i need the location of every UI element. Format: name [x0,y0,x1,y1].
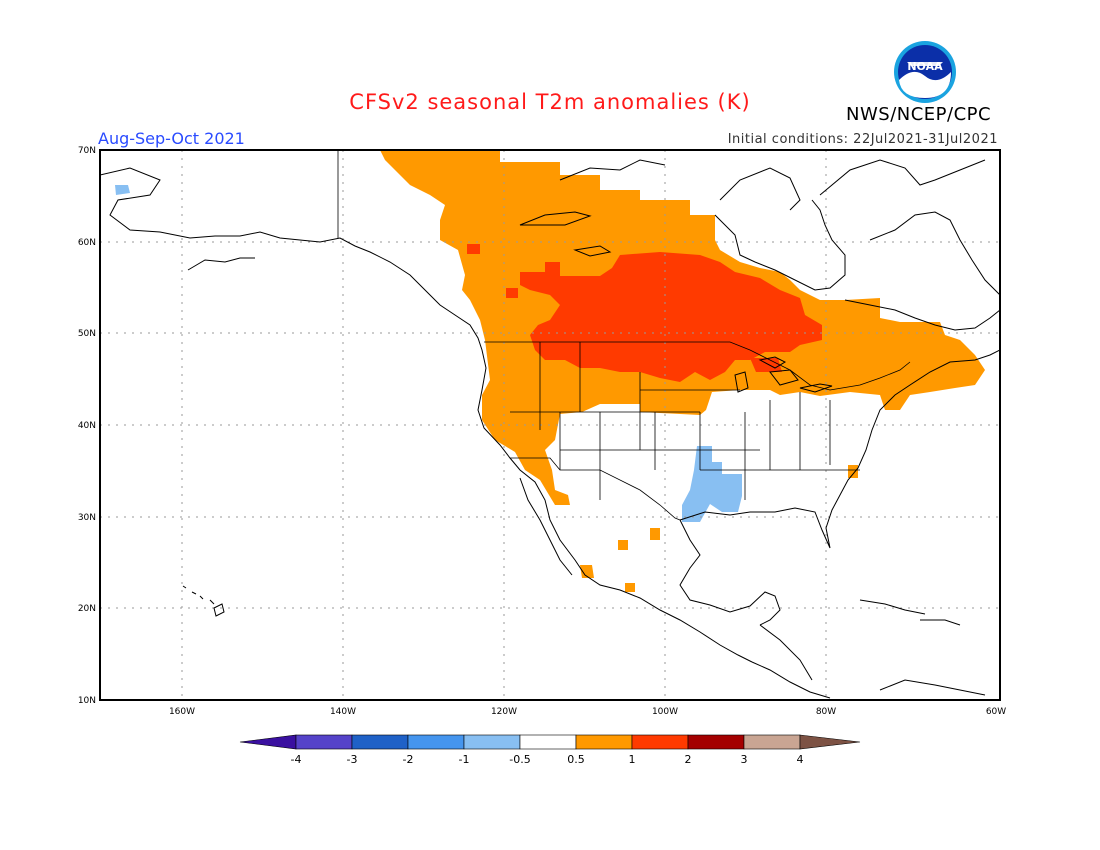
colorbar-tick: -1 [459,753,470,766]
lon-ticks: 160W 140W 120W 100W 80W 60W [169,707,1006,717]
colorbar-tick: 0.5 [567,753,585,766]
lon-tick: 100W [652,707,678,717]
colorbar-bin [463,734,521,750]
colorbar: -4 -3 -2 -1 -0.5 0.5 1 2 3 4 [239,734,861,766]
lat-ticks: 70N 60N 50N 40N 30N 20N 10N [78,146,96,706]
lon-tick: 140W [330,707,356,717]
plot-frame [99,149,1001,701]
chart-title: CFSv2 seasonal T2m anomalies (K) [349,90,751,114]
colorbar-max-arrow [799,734,861,750]
colorbar-bin [743,734,801,750]
coastlines [100,159,1000,699]
anomaly-region-hot [520,252,822,382]
lat-tick: 30N [78,513,96,523]
lat-tick: 20N [78,604,96,614]
initial-conditions: Initial conditions: 22Jul2021-31Jul2021 [727,132,998,147]
lat-tick: 70N [78,146,96,156]
political-boundaries [337,150,911,521]
colorbar-tick: -2 [403,753,414,766]
lon-tick: 160W [169,707,195,717]
colorbar-tick: -3 [347,753,358,766]
colorbar-tick: -4 [291,753,302,766]
anomaly-region-cool [682,446,742,522]
lon-tick: 120W [491,707,517,717]
colorbar-tick: 4 [797,753,804,766]
lat-tick: 60N [78,238,96,248]
colorbar-bin [687,734,745,750]
colorbar-bin [295,734,353,750]
colorbar-tick: 2 [685,753,692,766]
lat-tick: 40N [78,421,96,431]
colorbar-bin [631,734,689,750]
colorbar-tick: 3 [741,753,748,766]
lon-tick: 80W [816,707,836,717]
agency-label: NWS/NCEP/CPC [846,104,992,125]
lat-tick: 50N [78,329,96,339]
colorbar-bin [407,734,465,750]
colorbar-bin [519,734,577,750]
colorbar-bin [351,734,409,750]
graticule [100,150,1000,700]
forecast-period: Aug-Sep-Oct 2021 [98,129,245,148]
lon-tick: 60W [986,707,1006,717]
noaa-logo-icon: NOAA [894,41,956,103]
colorbar-tick: 1 [629,753,636,766]
logo-text: NOAA [907,60,943,73]
colorbar-tick: -0.5 [509,753,530,766]
lat-tick: 10N [78,696,96,706]
colorbar-min-arrow [239,734,297,750]
anomaly-shading [115,150,985,592]
colorbar-bin [575,734,633,750]
